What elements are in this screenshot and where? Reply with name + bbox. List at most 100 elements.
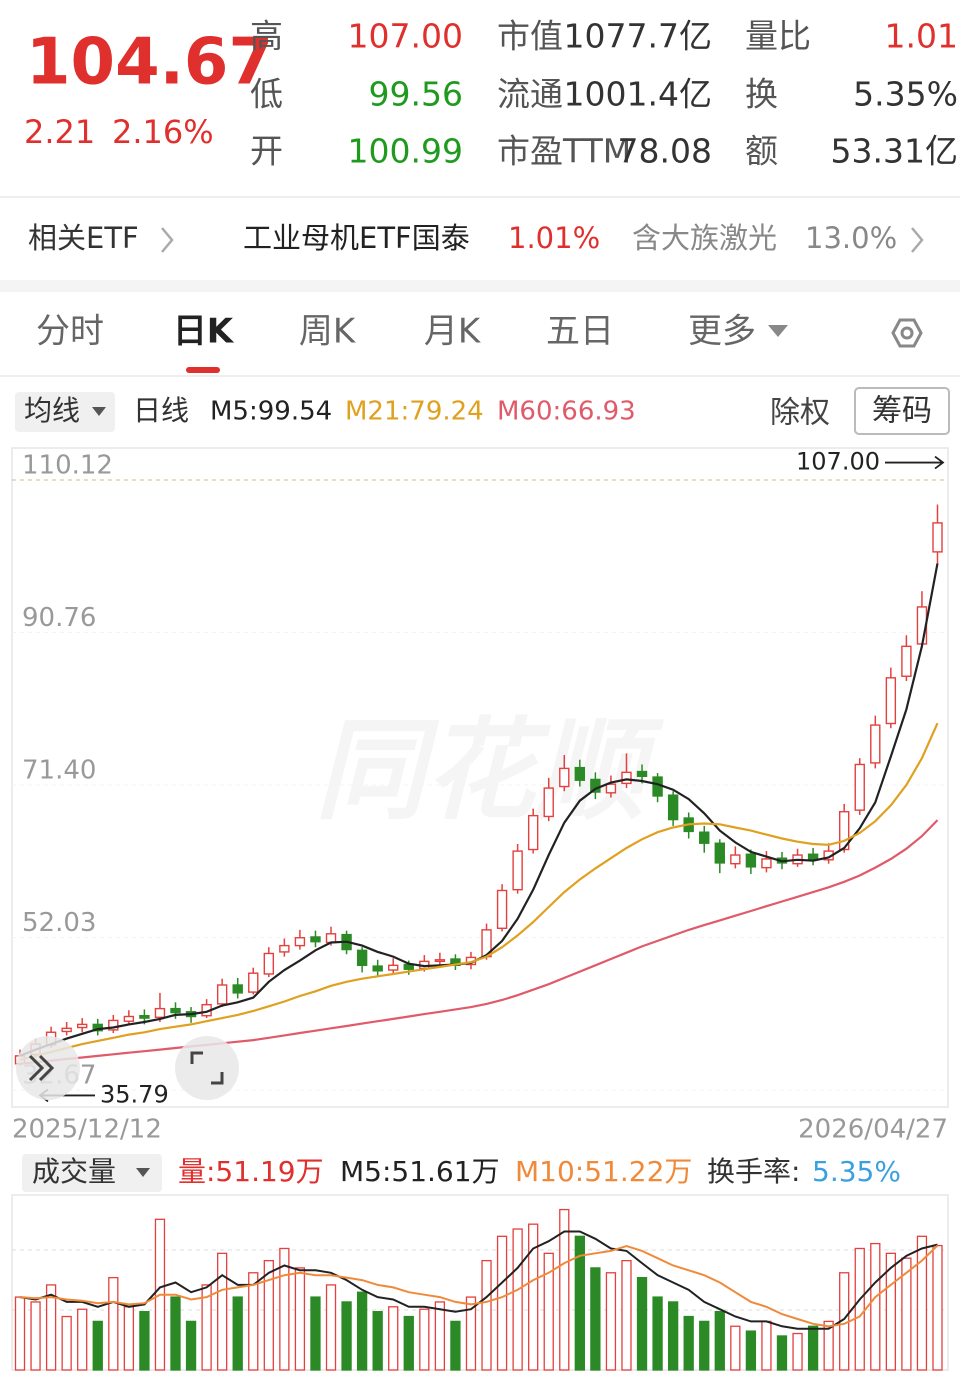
- tab[interactable]: 日K: [173, 312, 235, 352]
- etf-holding: 含大族激光: [632, 221, 777, 255]
- dropdown-arrow[interactable]: [768, 325, 788, 337]
- turnover-value: 5.35%: [812, 1155, 901, 1188]
- settings-icon[interactable]: [900, 326, 914, 340]
- candle-body: [901, 645, 912, 677]
- volume-title[interactable]: 成交量: [32, 1155, 116, 1188]
- divider-band: [0, 280, 960, 292]
- volume-bar: [325, 1284, 337, 1371]
- volume-bar: [372, 1311, 383, 1371]
- candle-body: [667, 794, 679, 821]
- candle-body: [807, 853, 819, 860]
- tab[interactable]: 周K: [299, 312, 357, 352]
- candle-body: [154, 1007, 166, 1018]
- scroll-icon[interactable]: [28, 1054, 45, 1082]
- volume-bar: [248, 1272, 259, 1371]
- candle-body: [621, 771, 632, 785]
- volume-bar: [528, 1223, 539, 1371]
- volume-bar: [870, 1242, 881, 1371]
- volume-bar: [419, 1308, 430, 1371]
- volume-bar: [683, 1315, 694, 1371]
- etf-title[interactable]: 相关ETF: [28, 221, 139, 255]
- tab[interactable]: 五日: [546, 312, 614, 352]
- stat-value: 100.99: [348, 132, 463, 171]
- tab[interactable]: 月K: [424, 312, 482, 352]
- volume-bar: [61, 1315, 72, 1371]
- volume-bar: [761, 1320, 772, 1371]
- x-tick-label: 2026/04/27: [798, 1115, 948, 1145]
- volume-bar: [512, 1228, 523, 1371]
- stat-label: 量比: [745, 17, 811, 56]
- etf-fund[interactable]: 工业母机ETF国泰: [243, 221, 470, 255]
- chips[interactable]: 筹码: [872, 394, 932, 429]
- chevron[interactable]: [911, 227, 924, 253]
- volume-bar: [77, 1308, 88, 1371]
- candle-body: [139, 1015, 150, 1019]
- stat-label: 开: [250, 132, 283, 171]
- chevron[interactable]: [161, 227, 174, 253]
- dropdown-arrow[interactable]: [136, 1168, 150, 1177]
- volume-bar: [310, 1296, 321, 1371]
- tab[interactable]: 更多: [688, 312, 756, 352]
- candle-body: [279, 944, 290, 953]
- stat-value: 1.01: [885, 17, 958, 56]
- price: 104.67: [26, 26, 273, 100]
- tab[interactable]: 分时: [36, 312, 104, 352]
- stat-value: 53.31亿: [831, 132, 958, 171]
- candle-body: [838, 811, 850, 851]
- volume-bar: [481, 1259, 492, 1371]
- scroll-button[interactable]: [16, 1036, 80, 1100]
- volume-bar: [263, 1259, 274, 1371]
- dropdown-arrow[interactable]: [92, 407, 106, 416]
- etf-change: 1.01%: [508, 221, 600, 255]
- tab-underline: [186, 367, 220, 373]
- stat-value: 5.35%: [853, 75, 958, 114]
- stat-label: 额: [745, 132, 778, 171]
- ma-line: [19, 819, 939, 1065]
- candle-body: [745, 853, 757, 868]
- turnover-label: 换手率:: [707, 1155, 800, 1188]
- candle-body: [248, 972, 259, 993]
- stat-label: 市值: [497, 17, 563, 56]
- volume-bar: [574, 1235, 585, 1371]
- legend-entry: M5:51.61万: [340, 1155, 500, 1188]
- volume-bar: [932, 1244, 943, 1371]
- y-tick-label: 52.03: [22, 908, 96, 938]
- legend-entry: M60:66.93: [497, 397, 636, 427]
- volume-bar: [807, 1325, 819, 1371]
- volume-bar: [45, 1284, 57, 1371]
- candle-body: [92, 1023, 103, 1032]
- candle-body: [108, 1019, 119, 1031]
- volume-bar: [434, 1301, 446, 1371]
- etf-weight: 13.0%: [805, 221, 897, 255]
- volume-bar: [652, 1296, 663, 1371]
- annotation: 35.79: [100, 1080, 169, 1108]
- ma-select-box[interactable]: [15, 392, 115, 432]
- stat-value: 1077.7亿: [564, 17, 712, 56]
- candle-body: [590, 778, 601, 793]
- ma-select[interactable]: 均线: [24, 394, 80, 427]
- candle-body: [714, 842, 725, 864]
- volume-select-box[interactable]: [22, 1154, 162, 1192]
- adjust[interactable]: 除权: [770, 396, 830, 431]
- candle-body: [434, 959, 446, 963]
- volume-bar: [854, 1247, 865, 1371]
- candle-body: [559, 767, 570, 788]
- settings-icon[interactable]: [891, 318, 923, 348]
- candle-body: [263, 952, 275, 975]
- fullscreen-button[interactable]: [175, 1036, 239, 1100]
- candle-body: [605, 783, 617, 794]
- candle-body: [294, 937, 306, 947]
- volume-bar: [543, 1252, 554, 1371]
- scroll-icon[interactable]: [38, 1054, 55, 1082]
- volume-bar: [185, 1320, 197, 1371]
- legend-entry: M10:51.22万: [515, 1155, 692, 1188]
- volume-bar: [170, 1296, 181, 1371]
- volume-bar: [294, 1267, 306, 1371]
- fullscreen-icon[interactable]: [190, 1051, 224, 1085]
- volume-bar: [30, 1301, 41, 1371]
- chips-button[interactable]: [854, 387, 950, 435]
- candle-body: [496, 889, 508, 929]
- volume-bar: [792, 1332, 803, 1371]
- volume-bar: [730, 1325, 741, 1371]
